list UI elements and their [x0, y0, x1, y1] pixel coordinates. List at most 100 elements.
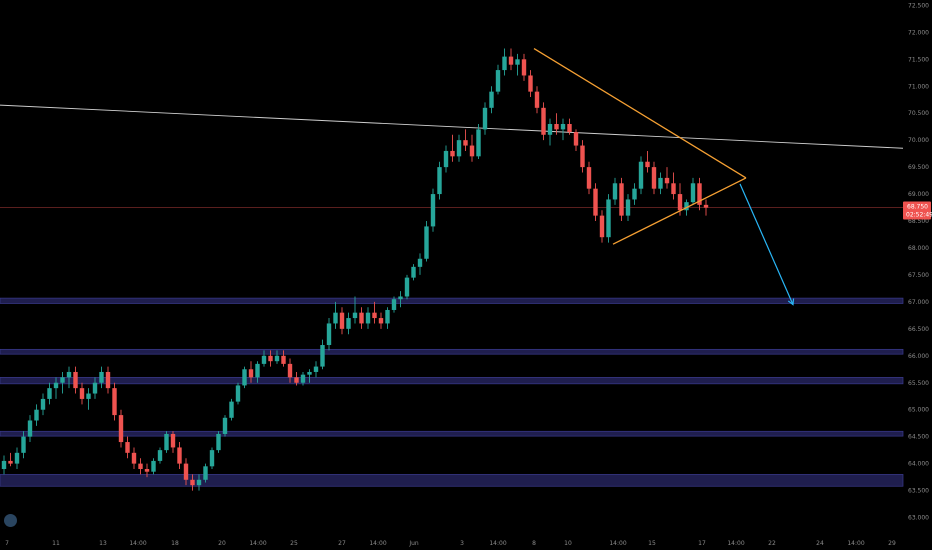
resistance-trend-line[interactable] — [0, 104, 904, 149]
candle-body[interactable] — [593, 188, 598, 216]
triangle-upper-line[interactable] — [533, 47, 747, 179]
candle-body[interactable] — [99, 371, 104, 383]
candle-body[interactable] — [515, 59, 520, 65]
candle-body[interactable] — [21, 436, 26, 453]
candle-body[interactable] — [138, 463, 143, 470]
candle-body[interactable] — [437, 167, 442, 195]
candle-body[interactable] — [541, 107, 546, 135]
candle-body[interactable] — [183, 463, 189, 480]
candle-body[interactable] — [190, 479, 195, 486]
candle-body[interactable] — [294, 377, 299, 383]
candle-body[interactable] — [164, 433, 169, 451]
candle-body[interactable] — [547, 123, 553, 135]
candle-body[interactable] — [196, 479, 202, 486]
candle-body[interactable] — [443, 150, 449, 168]
candle-body[interactable] — [651, 167, 657, 189]
candle-body[interactable] — [268, 355, 273, 362]
candle-body[interactable] — [476, 129, 481, 157]
candle-body[interactable] — [170, 433, 176, 448]
candle-body[interactable] — [222, 417, 228, 434]
candle-body[interactable] — [645, 161, 650, 168]
candle-body[interactable] — [53, 382, 59, 389]
candle-body[interactable] — [560, 123, 566, 130]
candle-body[interactable] — [313, 366, 319, 372]
candle-body[interactable] — [281, 355, 286, 364]
candle-body[interactable] — [456, 140, 462, 157]
candle-body[interactable] — [703, 204, 709, 208]
candle-body[interactable] — [235, 385, 241, 402]
candle-body[interactable] — [144, 469, 150, 472]
candle-body[interactable] — [424, 226, 429, 259]
candle-body[interactable] — [677, 194, 683, 211]
support-zone-2[interactable] — [0, 348, 904, 355]
candle-body[interactable] — [586, 167, 592, 189]
candle-body[interactable] — [333, 312, 338, 324]
candle-body[interactable] — [131, 452, 137, 464]
candle-body[interactable] — [125, 442, 130, 453]
candle-body[interactable] — [528, 75, 533, 92]
candle-body[interactable] — [242, 369, 247, 386]
candle-body[interactable] — [567, 123, 572, 133]
candle-body[interactable] — [430, 194, 436, 227]
candle-body[interactable] — [274, 355, 280, 362]
candle-body[interactable] — [463, 140, 468, 146]
candle-body[interactable] — [339, 312, 345, 329]
candle-body[interactable] — [1, 460, 7, 470]
candle-body[interactable] — [86, 393, 91, 399]
candle-body[interactable] — [664, 177, 670, 184]
candle-body[interactable] — [216, 433, 221, 451]
candle-body[interactable] — [248, 369, 254, 378]
candle-body[interactable] — [300, 374, 306, 383]
candle-body[interactable] — [365, 312, 371, 324]
triangle-lower-line[interactable] — [612, 177, 747, 245]
candle-body[interactable] — [573, 132, 579, 146]
candle-body[interactable] — [489, 91, 494, 108]
candle-body[interactable] — [73, 371, 78, 389]
candle-body[interactable] — [638, 161, 644, 189]
candle-body[interactable] — [391, 299, 397, 310]
candle-body[interactable] — [554, 123, 559, 130]
candle-body[interactable] — [92, 382, 98, 394]
candle-body[interactable] — [495, 70, 501, 92]
projection-arrow-line[interactable] — [739, 183, 794, 305]
candle-body[interactable] — [684, 202, 689, 211]
candle-body[interactable] — [450, 150, 455, 157]
candle-body[interactable] — [8, 460, 13, 464]
candle-body[interactable] — [612, 183, 618, 200]
candle-body[interactable] — [40, 398, 46, 410]
candle-body[interactable] — [177, 447, 182, 464]
candle-body[interactable] — [482, 107, 488, 130]
candle-body[interactable] — [261, 355, 267, 364]
candle-body[interactable] — [625, 199, 631, 216]
candle-body[interactable] — [112, 388, 117, 416]
candle-body[interactable] — [60, 377, 65, 383]
candle-body[interactable] — [619, 183, 624, 216]
support-zone-4[interactable] — [0, 430, 904, 437]
candle-body[interactable] — [352, 312, 358, 319]
candle-body[interactable] — [606, 199, 611, 238]
candle-body[interactable] — [378, 318, 384, 324]
candle-body[interactable] — [203, 466, 208, 480]
support-zone-5[interactable] — [0, 474, 904, 487]
candle-body[interactable] — [151, 460, 156, 472]
candle-body[interactable] — [118, 415, 124, 443]
candle-body[interactable] — [34, 409, 39, 421]
candle-body[interactable] — [502, 56, 507, 71]
candle-body[interactable] — [157, 450, 163, 461]
candle-body[interactable] — [307, 371, 312, 375]
candle-body[interactable] — [255, 363, 260, 378]
candle-body[interactable] — [105, 371, 111, 389]
candle-body[interactable] — [508, 56, 514, 65]
candle-body[interactable] — [398, 296, 403, 300]
candle-body[interactable] — [521, 59, 527, 76]
candle-body[interactable] — [417, 258, 423, 267]
candle-body[interactable] — [599, 215, 605, 238]
candle-body[interactable] — [79, 388, 85, 399]
candle-body[interactable] — [320, 345, 325, 367]
candle-body[interactable] — [27, 420, 33, 437]
candle-body[interactable] — [326, 323, 332, 346]
candle-body[interactable] — [469, 145, 475, 157]
candle-body[interactable] — [287, 363, 293, 378]
